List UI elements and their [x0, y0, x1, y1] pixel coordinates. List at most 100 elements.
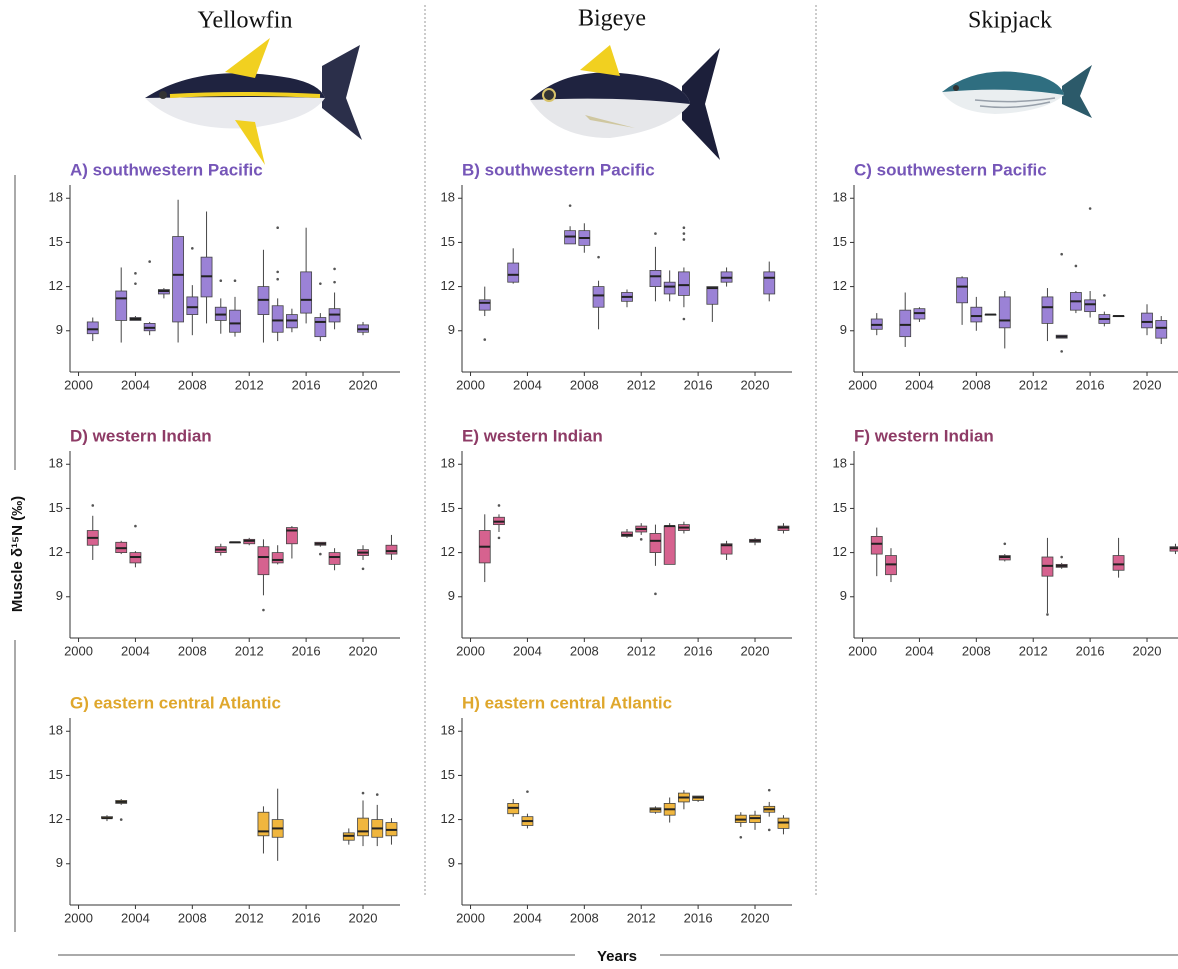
- panel-title: A) southwestern Pacific: [70, 160, 263, 179]
- box: [272, 553, 283, 563]
- species-header: Yellowfin: [198, 8, 293, 34]
- x-tick-label: 2000: [456, 643, 485, 658]
- y-tick-label: 9: [448, 855, 455, 870]
- x-tick-label: 2004: [121, 377, 150, 392]
- outlier: [333, 268, 336, 271]
- outlier: [362, 792, 365, 795]
- box: [508, 263, 519, 282]
- x-tick-label: 2020: [741, 910, 770, 925]
- outlier: [362, 567, 365, 570]
- x-tick-label: 2020: [349, 910, 378, 925]
- outlier: [640, 538, 643, 541]
- x-tick-label: 2008: [962, 643, 991, 658]
- box: [230, 310, 241, 332]
- x-tick-label: 2020: [349, 643, 378, 658]
- box: [1142, 313, 1153, 328]
- bigeye-illustration: [530, 45, 720, 160]
- box: [678, 272, 689, 296]
- y-tick-label: 18: [441, 190, 455, 205]
- y-tick-label: 12: [833, 278, 847, 293]
- outlier: [683, 232, 686, 235]
- y-tick-label: 15: [833, 500, 847, 515]
- y-tick-label: 9: [448, 322, 455, 337]
- x-tick-label: 2004: [513, 377, 542, 392]
- x-tick-label: 2020: [741, 643, 770, 658]
- x-tick-label: 2012: [1019, 643, 1048, 658]
- box: [871, 536, 882, 554]
- outlier: [1089, 207, 1092, 210]
- outlier: [333, 281, 336, 284]
- y-tick-label: 9: [56, 322, 63, 337]
- x-tick-label: 2000: [456, 910, 485, 925]
- box: [358, 818, 369, 836]
- y-tick-label: 15: [441, 767, 455, 782]
- box: [87, 322, 98, 334]
- x-tick-label: 2000: [456, 377, 485, 392]
- box: [707, 287, 718, 305]
- panel-title: C) southwestern Pacific: [854, 160, 1047, 179]
- outlier: [1075, 265, 1078, 268]
- x-tick-label: 2004: [121, 910, 150, 925]
- outlier: [683, 226, 686, 229]
- panel-title: D) western Indian: [70, 426, 212, 445]
- outlier: [1003, 542, 1006, 545]
- outlier: [148, 260, 151, 263]
- outlier: [1060, 556, 1063, 559]
- outlier: [134, 272, 137, 275]
- x-tick-label: 2000: [848, 643, 877, 658]
- box: [329, 553, 340, 565]
- yellowfin-illustration: [145, 38, 362, 165]
- y-tick-label: 18: [833, 456, 847, 471]
- x-tick-label: 2012: [627, 643, 656, 658]
- outlier: [1103, 294, 1106, 297]
- box: [272, 306, 283, 333]
- outlier: [498, 537, 501, 540]
- x-tick-label: 2020: [1133, 377, 1162, 392]
- box: [650, 270, 661, 286]
- outlier: [319, 553, 322, 556]
- outlier: [1060, 253, 1063, 256]
- outlier: [654, 593, 657, 596]
- box: [1156, 320, 1167, 338]
- x-tick-label: 2020: [1133, 643, 1162, 658]
- y-tick-label: 18: [441, 456, 455, 471]
- y-tick-label: 18: [49, 190, 63, 205]
- box: [900, 310, 911, 337]
- panel-title: E) western Indian: [462, 426, 603, 445]
- box: [187, 297, 198, 315]
- outlier: [219, 279, 222, 282]
- box: [301, 272, 312, 313]
- x-tick-label: 2016: [1076, 377, 1105, 392]
- panel: E) western Indian91215182000200420082012…: [441, 426, 792, 658]
- x-tick-label: 2016: [1076, 643, 1105, 658]
- y-tick-label: 9: [56, 855, 63, 870]
- panel: G) eastern central Atlantic9121518200020…: [49, 693, 400, 925]
- box: [999, 297, 1010, 328]
- outlier: [234, 279, 237, 282]
- outlier: [768, 789, 771, 792]
- box: [971, 307, 982, 322]
- x-tick-label: 2016: [292, 643, 321, 658]
- y-tick-label: 12: [441, 544, 455, 559]
- y-tick-label: 12: [49, 544, 63, 559]
- outlier: [569, 204, 572, 207]
- x-axis-label: Years: [597, 948, 637, 965]
- y-tick-label: 18: [833, 190, 847, 205]
- outlier: [483, 338, 486, 341]
- outlier: [276, 271, 279, 274]
- outlier: [683, 238, 686, 241]
- y-tick-label: 12: [49, 811, 63, 826]
- box: [258, 547, 269, 575]
- panel-title: H) eastern central Atlantic: [462, 693, 672, 712]
- outlier: [683, 318, 686, 321]
- x-tick-label: 2020: [741, 377, 770, 392]
- outlier: [498, 504, 501, 507]
- x-tick-label: 2016: [292, 377, 321, 392]
- y-tick-label: 18: [49, 456, 63, 471]
- box: [664, 526, 675, 564]
- box: [1042, 297, 1053, 324]
